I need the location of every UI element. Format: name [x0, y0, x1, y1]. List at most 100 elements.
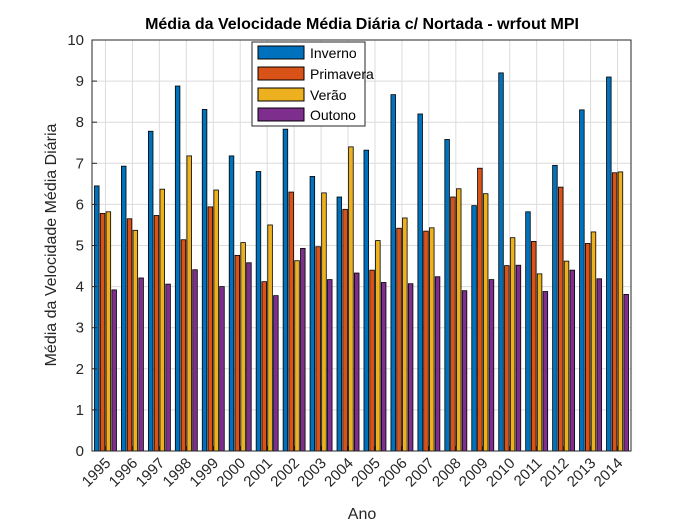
legend-label-outono: Outono	[310, 107, 356, 123]
x-tick-label: 2004	[321, 455, 357, 491]
bar-outono-1996	[138, 277, 144, 452]
bar-inverno-2000	[228, 155, 235, 452]
bar-outono-2013	[596, 278, 602, 452]
y-tick-label: 0	[76, 443, 84, 460]
bar-primavera-1999	[207, 206, 214, 452]
bar-primavera-1996	[126, 218, 133, 452]
bar-inverno-2012	[552, 164, 558, 452]
bar-outono-2010	[515, 264, 522, 452]
bar-vero-2011	[536, 273, 543, 452]
bar-primavera-2013	[584, 243, 591, 452]
bar-inverno-1996	[121, 165, 127, 452]
bar-inverno-2013	[579, 109, 585, 452]
bar-outono-2006	[407, 283, 414, 452]
y-tick-label: 5	[76, 238, 84, 255]
bar-primavera-1995	[99, 213, 106, 452]
bar-inverno-2003	[309, 176, 316, 452]
legend-swatch-verao	[257, 87, 305, 102]
bar-outono-1999	[219, 286, 225, 452]
x-tick-label: 1995	[79, 455, 115, 491]
bar-vero-2006	[402, 217, 408, 452]
legend: Inverno Primavera Verão Outono	[251, 41, 374, 127]
bar-inverno-1998	[174, 85, 181, 452]
legend-label-verao: Verão	[310, 87, 347, 103]
bar-outono-2004	[354, 272, 360, 452]
bar-outono-2005	[380, 282, 387, 452]
bar-vero-2005	[375, 240, 381, 452]
bar-vero-2001	[267, 224, 273, 452]
bar-vero-1999	[213, 189, 219, 452]
y-tick-label: 8	[76, 114, 84, 131]
bar-vero-2003	[321, 192, 327, 452]
bar-vero-2007	[429, 227, 435, 452]
bar-outono-1997	[165, 283, 171, 452]
bar-vero-2012	[563, 260, 570, 452]
x-tick-label: 2012	[537, 455, 573, 491]
bar-primavera-2007	[423, 230, 429, 452]
legend-swatch-primavera	[257, 66, 305, 81]
bar-outono-1998	[192, 269, 198, 452]
legend-swatch-outono	[257, 107, 305, 122]
x-tick-label: 1997	[133, 455, 169, 491]
x-tick-label: 2006	[375, 455, 411, 491]
bar-primavera-2011	[531, 240, 537, 452]
bar-primavera-2003	[315, 246, 321, 452]
bar-vero-2008	[456, 188, 462, 452]
bar-primavera-2001	[261, 281, 267, 452]
x-tick-label: 2011	[511, 455, 546, 490]
y-tick-label: 7	[76, 155, 84, 172]
bar-inverno-2011	[525, 211, 531, 452]
y-tick-label: 6	[76, 196, 84, 213]
legend-swatch-inverno	[257, 45, 305, 60]
x-tick-label: 2000	[213, 455, 249, 491]
x-axis: 1995199619971998199920002001200220032004…	[79, 446, 627, 491]
x-axis-title: Ano	[348, 506, 377, 523]
bar-inverno-1997	[147, 130, 154, 452]
x-tick-label: 2007	[402, 455, 438, 491]
bar-vero-1997	[159, 188, 165, 452]
legend-label-primavera: Primavera	[310, 66, 374, 82]
bar-outono-2001	[273, 295, 279, 452]
bar-inverno-2014	[606, 76, 612, 452]
bar-outono-2014	[623, 294, 629, 452]
bar-outono-1995	[111, 289, 117, 452]
bar-primavera-2002	[288, 191, 294, 452]
bar-inverno-2002	[282, 128, 289, 452]
y-tick-label: 10	[67, 32, 84, 49]
y-axis-title: Média da Velocidade Média Diária	[43, 123, 60, 366]
bar-primavera-2004	[342, 208, 348, 452]
bar-vero-2000	[240, 242, 246, 452]
bar-vero-2004	[348, 146, 354, 452]
x-tick-label: 2009	[456, 455, 492, 491]
bar-primavera-2009	[477, 167, 483, 452]
bar-inverno-1999	[201, 109, 208, 452]
x-tick-label: 1996	[106, 455, 142, 491]
bar-vero-1996	[132, 229, 139, 452]
x-tick-label: 2003	[294, 455, 330, 491]
x-tick-label: 1999	[186, 455, 222, 491]
bar-outono-2003	[327, 279, 333, 452]
bar-vero-2002	[294, 260, 300, 452]
bar-vero-2010	[509, 237, 516, 452]
bar-vero-1995	[105, 211, 112, 452]
bar-primavera-2006	[396, 227, 402, 452]
y-tick-label: 4	[76, 279, 84, 296]
bar-outono-2008	[461, 290, 468, 452]
x-tick-label: 2001	[240, 455, 276, 491]
bar-inverno-2004	[336, 196, 343, 452]
bar-outono-2009	[488, 279, 495, 452]
x-tick-label: 2014	[591, 455, 627, 491]
bars-group	[94, 72, 629, 452]
y-axis: 0 1 2 3 4 5 6 7 8 9 10	[67, 32, 97, 460]
x-tick-label: 2013	[564, 455, 600, 491]
bar-vero-1998	[186, 155, 192, 452]
bar-inverno-2001	[255, 171, 262, 452]
bar-inverno-2009	[471, 205, 477, 452]
bar-outono-2007	[434, 276, 441, 452]
x-tick-label: 2010	[483, 455, 519, 491]
bar-outono-2000	[246, 262, 252, 452]
bar-primavera-2000	[234, 254, 241, 452]
bar-inverno-2006	[390, 94, 396, 452]
bar-outono-2011	[542, 291, 549, 452]
